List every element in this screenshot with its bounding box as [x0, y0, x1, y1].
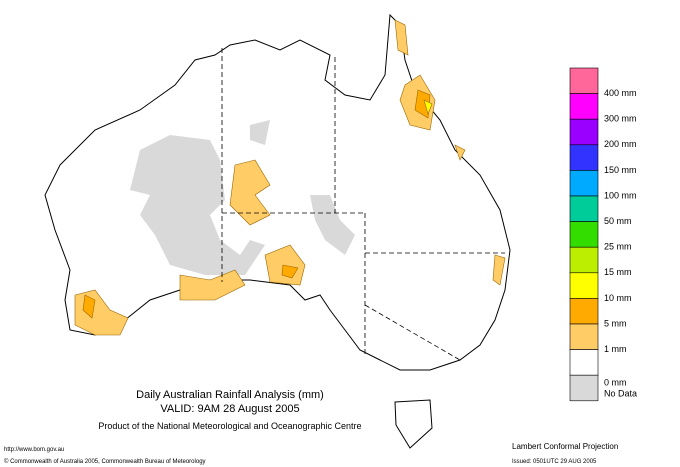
legend-label: 100 mm [604, 190, 637, 200]
legend: 400 mm 300 mm 200 mm 150 mm 100 mm 50 mm 25 mm… [569, 67, 637, 402]
legend-swatch [569, 272, 599, 299]
copyright: © Commonwealth of Australia 2005, Common… [4, 458, 206, 465]
legend-label: 1 mm [604, 344, 627, 354]
issued: Issued: 0501UTC 29 AUG 2005 [512, 459, 597, 465]
legend-label: No Data [604, 388, 637, 398]
legend-label: 400 mm [604, 88, 637, 98]
state-borders [221, 48, 505, 361]
legend-swatch [569, 170, 599, 197]
legend-label: 10 mm [604, 293, 632, 303]
legend-swatch [569, 374, 599, 402]
legend-label: 15 mm [604, 267, 632, 277]
legend-swatch [569, 67, 599, 94]
mainland [44, 13, 511, 371]
legend-label: 200 mm [604, 139, 637, 149]
legend-label: 5 mm [604, 318, 627, 328]
map-title: Daily Australian Rainfall Analysis (mm) [136, 389, 324, 401]
legend-swatch [569, 118, 599, 146]
tasmania [394, 399, 433, 449]
legend-swatch [569, 195, 599, 222]
legend-swatch [569, 93, 599, 120]
legend-swatch [569, 144, 599, 171]
product-note: Product of the National Meteorological a… [98, 421, 361, 431]
legend-swatch [569, 246, 599, 274]
legend-swatch [569, 349, 599, 376]
legend-swatch [569, 323, 599, 350]
legend-label: 25 mm [604, 242, 632, 252]
url: http://www.bom.gov.au [4, 447, 64, 453]
no-data-areas [130, 120, 355, 275]
legend-label: 300 mm [604, 114, 637, 124]
valid-time: VALID: 9AM 28 August 2005 [160, 403, 299, 415]
legend-swatch [569, 221, 599, 248]
map [44, 13, 511, 449]
legend-label: 50 mm [604, 216, 632, 226]
projection: Lambert Conformal Projection [512, 442, 618, 451]
rain-areas [74, 19, 506, 336]
legend-swatch [569, 298, 599, 325]
legend-label: 150 mm [604, 165, 637, 175]
legend-label: 0 mm [604, 378, 627, 388]
